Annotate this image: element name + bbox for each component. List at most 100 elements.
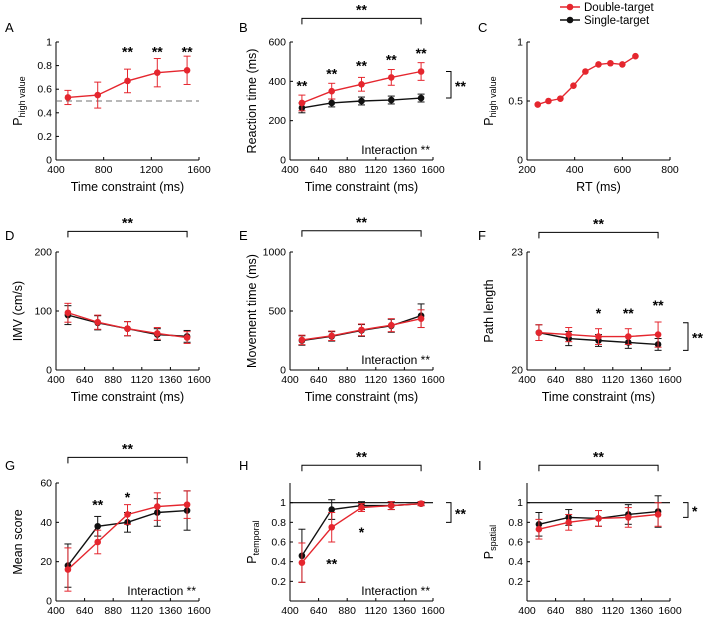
y-tick-label: 0 bbox=[280, 365, 286, 377]
panel-letter: C bbox=[478, 20, 487, 35]
y-axis-label: Ptemporal bbox=[245, 520, 261, 563]
point-significance: * bbox=[596, 305, 602, 321]
data-point bbox=[417, 500, 425, 507]
y-axis-label-main: P bbox=[245, 555, 259, 563]
interaction-label: Interaction ** bbox=[361, 584, 430, 598]
series-double-target bbox=[64, 55, 191, 109]
y-axis-label-sub: spatial bbox=[488, 525, 498, 551]
y-axis-label-main: P bbox=[482, 117, 496, 125]
x-tick-label: 600 bbox=[614, 164, 632, 176]
data-point bbox=[654, 511, 662, 518]
significance-bracket bbox=[301, 17, 422, 25]
data-point bbox=[328, 332, 336, 340]
x-axis-label: Time constraint (ms) bbox=[542, 390, 655, 404]
x-tick-label: 400 bbox=[47, 374, 65, 386]
x-tick-label: 880 bbox=[104, 374, 122, 386]
y-axis-label: Pspatial bbox=[482, 525, 498, 559]
data-point bbox=[358, 504, 365, 511]
legend-label: Double-target bbox=[584, 2, 654, 14]
panel-F: F 400 640 880 1120 1360 1600 20 23 Time constrain… bbox=[478, 215, 703, 404]
data-point bbox=[417, 68, 425, 75]
x-tick-label: 800 bbox=[661, 164, 679, 176]
data-point bbox=[545, 97, 552, 105]
data-point bbox=[619, 61, 626, 68]
y-axis-label-main: P bbox=[482, 551, 496, 559]
x-axis-label: RT (ms) bbox=[576, 180, 621, 194]
x-tick-label: 1600 bbox=[658, 605, 682, 617]
x-tick-label: 1360 bbox=[393, 374, 417, 386]
y-tick-label: 0.8 bbox=[37, 60, 52, 72]
x-tick-label: 400 bbox=[566, 164, 584, 176]
y-axis-label-sub: temporal bbox=[251, 520, 261, 555]
significance-label: ** bbox=[356, 214, 367, 230]
x-tick-label: 400 bbox=[518, 605, 536, 617]
panel-letter: H bbox=[239, 458, 248, 473]
y-axis-label: IMV (cm/s) bbox=[11, 281, 25, 341]
y-tick-label: 1 bbox=[280, 497, 286, 509]
data-point bbox=[124, 325, 131, 333]
data-point bbox=[595, 515, 602, 522]
x-axis-label: Time constraint (ms) bbox=[305, 390, 418, 404]
y-axis-label: Phigh value bbox=[482, 76, 498, 125]
significance-label: ** bbox=[122, 440, 133, 456]
x-tick-label: 1600 bbox=[187, 374, 211, 386]
y-tick-label: 0.4 bbox=[271, 556, 286, 568]
point-significance: * bbox=[359, 524, 365, 540]
panel-letter: B bbox=[239, 20, 248, 35]
data-point bbox=[328, 99, 336, 107]
panel-C: C 200 400 600 800 0 0.5 1 RT (ms) Phigh value bbox=[478, 20, 679, 194]
x-tick-label: 200 bbox=[518, 164, 536, 176]
x-tick-label: 800 bbox=[95, 164, 113, 176]
significance-bracket bbox=[301, 230, 422, 237]
data-point bbox=[595, 333, 602, 340]
point-significance: ** bbox=[152, 43, 163, 59]
data-point bbox=[94, 522, 102, 530]
y-axis-label: Reaction time (ms) bbox=[245, 49, 259, 154]
x-tick-label: 1600 bbox=[421, 164, 445, 176]
data-point bbox=[535, 329, 543, 336]
x-axis-label: Time constraint (ms) bbox=[71, 180, 184, 194]
series-double-target bbox=[298, 62, 425, 112]
data-point bbox=[607, 59, 614, 67]
y-axis-label-main: Mean score bbox=[11, 509, 25, 574]
y-tick-label: 1 bbox=[46, 37, 52, 49]
y-tick-label: 0.6 bbox=[271, 537, 286, 549]
x-tick-label: 1120 bbox=[365, 605, 388, 617]
point-significance: ** bbox=[356, 58, 367, 74]
y-axis-label: Mean score bbox=[11, 509, 25, 574]
data-point bbox=[153, 69, 161, 76]
x-tick-label: 1600 bbox=[187, 605, 211, 617]
y-tick-label: 0.5 bbox=[508, 96, 523, 108]
x-tick-label: 640 bbox=[310, 164, 328, 176]
y-tick-label: 0 bbox=[46, 596, 52, 608]
side-bracket-label: ** bbox=[455, 506, 466, 522]
panel-H: H4006408801120136016000.20.40.60.81Time … bbox=[239, 448, 466, 617]
significance-label: ** bbox=[356, 1, 367, 17]
y-tick-label: 0 bbox=[517, 155, 523, 167]
y-tick-label: 200 bbox=[268, 115, 286, 127]
point-significance: ** bbox=[623, 305, 634, 321]
data-point bbox=[298, 336, 306, 344]
data-point bbox=[124, 511, 131, 518]
x-tick-label: 400 bbox=[518, 374, 536, 386]
y-tick-label: 0.2 bbox=[271, 576, 286, 588]
significance-label: ** bbox=[593, 448, 604, 464]
y-tick-label: 1 bbox=[517, 497, 523, 509]
data-point bbox=[94, 91, 102, 99]
x-tick-label: 1120 bbox=[602, 605, 625, 617]
data-point bbox=[387, 96, 395, 104]
data-point bbox=[387, 502, 395, 509]
point-significance: ** bbox=[182, 43, 193, 59]
y-tick-label: 0.2 bbox=[508, 576, 523, 588]
y-axis-label-main: Reaction time (ms) bbox=[245, 49, 259, 154]
x-tick-label: 1600 bbox=[421, 374, 445, 386]
side-bracket bbox=[446, 502, 452, 523]
data-point bbox=[94, 318, 102, 326]
data-point bbox=[358, 97, 365, 105]
point-significance: ** bbox=[386, 52, 397, 68]
y-tick-label: 0.6 bbox=[37, 84, 52, 96]
side-bracket bbox=[683, 322, 689, 351]
point-significance: ** bbox=[92, 497, 103, 513]
data-point bbox=[557, 95, 564, 102]
x-tick-label: 400 bbox=[47, 605, 65, 617]
